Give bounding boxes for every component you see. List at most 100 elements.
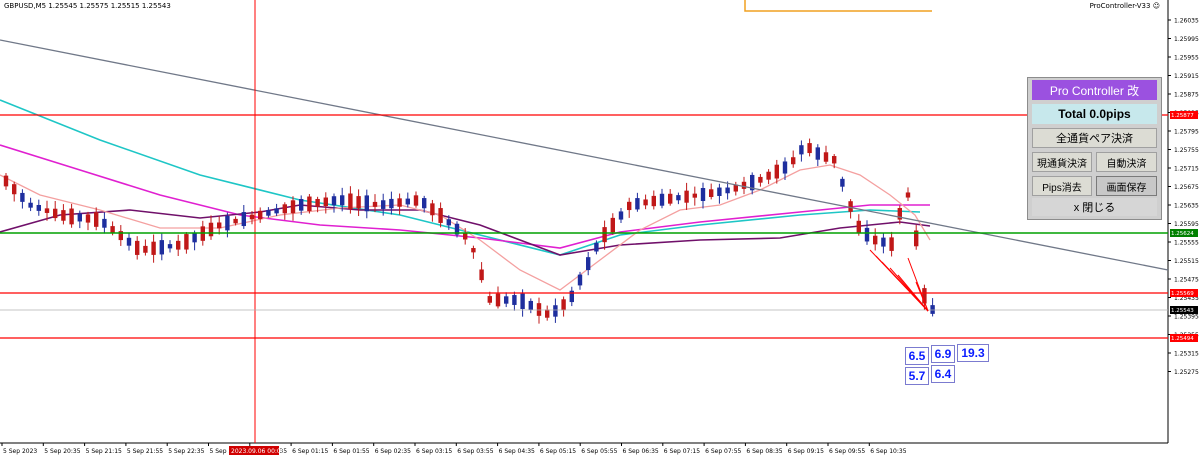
price-label: 1.25515 (1174, 258, 1199, 265)
ma-magenta (0, 144, 930, 249)
price-label: 1.25755 (1174, 147, 1199, 154)
candle-body (20, 192, 25, 202)
price-tag (1170, 229, 1198, 237)
candle-body (774, 164, 779, 179)
candle-body (635, 198, 640, 210)
close-all-pairs-button[interactable]: 全通貨ペア決済 (1032, 128, 1157, 148)
time-label: 6 Sep 06:35 (623, 448, 659, 455)
candle-body (569, 290, 574, 303)
candle-body (659, 193, 665, 206)
time-label: 5 Sep 20:35 (44, 448, 80, 455)
pro-controller-panel: Pro Controller 改 Total 0.0pips 全通貨ペア決済 現… (1027, 77, 1162, 220)
candle-body (799, 145, 804, 155)
candle-body (618, 211, 624, 220)
candle-body (471, 248, 476, 253)
candle-body (676, 195, 681, 201)
price-label: 1.25995 (1174, 36, 1199, 43)
price-tag-label: 1.25877 (1171, 113, 1194, 119)
time-label: 6 Sep 07:55 (705, 448, 741, 455)
candle-body (192, 233, 197, 243)
candle-body (135, 240, 140, 255)
candle-body (85, 214, 91, 223)
pip-label: 6.4 (931, 365, 955, 383)
price-label: 1.25435 (1174, 295, 1199, 302)
candle-body (77, 213, 82, 222)
candle-body (61, 210, 66, 221)
candle-body (627, 201, 632, 211)
candle-body (282, 204, 287, 214)
time-highlight (229, 446, 279, 455)
candle-body (823, 152, 829, 162)
candle-body (873, 235, 878, 245)
time-label: 6 Sep 02:35 (375, 448, 411, 455)
candle-body (791, 157, 796, 165)
candle-body (889, 237, 894, 251)
price-label: 1.25315 (1174, 351, 1199, 358)
symbol-info: GBPUSD,M5 1.25545 1.25575 1.25515 1.2554… (4, 2, 171, 10)
candle-body (159, 240, 164, 255)
time-label: 6 Sep 05:15 (540, 448, 576, 455)
price-label: 1.25675 (1174, 184, 1199, 191)
auto-close-button[interactable]: 自動決済 (1096, 152, 1157, 172)
candle-body (463, 232, 468, 240)
candle-body (126, 237, 132, 246)
candle-body (577, 274, 583, 286)
candle-body (930, 305, 935, 314)
save-screen-button[interactable]: 画面保存 (1096, 176, 1157, 196)
candle-body (782, 161, 788, 174)
candle-body (167, 244, 173, 249)
panel-title[interactable]: Pro Controller 改 (1032, 80, 1157, 100)
time-label: 6 Sep 07:15 (664, 448, 700, 455)
indicator-name: ProController-V33 ☺ (1089, 2, 1160, 10)
candle-body (217, 222, 222, 229)
candle-body (69, 208, 74, 225)
time-label: 6 Sep 10:35 (870, 448, 906, 455)
time-label: 6 Sep 08:35 (746, 448, 782, 455)
time-label: 6 Sep 04:35 (499, 448, 535, 455)
candle-body (118, 231, 123, 241)
candle-body (504, 296, 509, 304)
candle-body (315, 198, 320, 207)
candle-body (897, 208, 902, 220)
candle-body (184, 234, 189, 250)
price-label: 1.25795 (1174, 129, 1199, 136)
price-label: 1.26035 (1174, 18, 1199, 25)
candle-body (856, 220, 861, 234)
price-tag (1170, 334, 1198, 342)
candle-body (307, 196, 312, 212)
close-panel-button[interactable]: x 閉じる (1032, 198, 1157, 216)
candle-body (233, 218, 238, 224)
price-label: 1.25595 (1174, 221, 1199, 228)
fan-line (915, 281, 929, 312)
ma-cyan (0, 99, 921, 256)
candle-body (266, 210, 271, 216)
candle-body (610, 217, 615, 233)
total-pips: Total 0.0pips (1032, 104, 1157, 124)
clear-pips-button[interactable]: Pips消去 (1032, 176, 1092, 196)
price-tag-label: 1.25494 (1171, 336, 1194, 342)
candle-body (840, 178, 845, 187)
candle-body (495, 293, 501, 307)
price-tag-label: 1.25543 (1171, 308, 1194, 314)
pip-label: 6.9 (931, 345, 955, 363)
time-highlight-label: 2023.09.06 00:00 (231, 448, 285, 455)
price-label: 1.25555 (1174, 240, 1199, 247)
time-label: 5 Sep 21:55 (127, 448, 163, 455)
candle-body (274, 208, 279, 214)
candle-body (323, 197, 328, 207)
candle-body (832, 156, 837, 164)
candle-body (413, 195, 419, 206)
candle-body (725, 187, 730, 194)
close-current-button[interactable]: 現通貨決済 (1032, 152, 1092, 172)
ma-pink (0, 164, 931, 291)
price-label: 1.25275 (1174, 369, 1199, 376)
candle-body (905, 192, 911, 198)
candle-body (487, 296, 492, 303)
price-label: 1.25475 (1174, 277, 1199, 284)
candle-body (405, 198, 410, 205)
candle-body (28, 202, 33, 208)
time-label: 6 Sep 03:55 (457, 448, 493, 455)
candle-body (881, 237, 886, 247)
price-tag-label: 1.25624 (1171, 231, 1194, 237)
